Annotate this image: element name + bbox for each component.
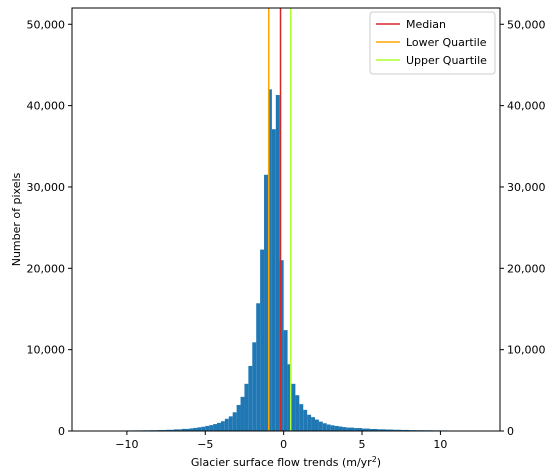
histogram-bar (220, 421, 225, 431)
histogram-bar (228, 416, 233, 431)
y-tick-label-right: 50,000 (507, 18, 546, 31)
histogram-bar (189, 428, 194, 431)
legend-entry: Upper Quartile (406, 54, 487, 67)
histogram-bar (201, 426, 206, 431)
histogram-bar (326, 424, 331, 431)
y-tick-label-left: 10,000 (27, 344, 66, 357)
y-tick-label-left: 30,000 (27, 181, 66, 194)
histogram-bar (193, 427, 198, 431)
histogram-bar (205, 425, 210, 431)
histogram-bar (244, 383, 249, 431)
histogram-bar (291, 383, 296, 431)
y-tick-label-right: 10,000 (507, 344, 546, 357)
histogram-bar (197, 427, 202, 431)
y-axis-ticks-right: 0 10,000 20,000 30,000 40,000 50,000 (500, 18, 546, 438)
histogram-bar (330, 425, 335, 431)
histogram-bar (287, 364, 292, 431)
plot-frame (71, 7, 501, 432)
y-tick-label-left: 0 (58, 425, 65, 438)
histogram-bar (369, 428, 378, 431)
histogram-bar (275, 95, 280, 432)
histogram-bar (271, 129, 276, 432)
histogram-bar (173, 429, 182, 431)
legend-entry: Lower Quartile (406, 36, 487, 49)
histogram-bar (354, 428, 363, 431)
y-tick-label-left: 20,000 (27, 262, 66, 275)
histogram-bar (346, 427, 355, 431)
histogram-bar (295, 395, 300, 431)
x-tick-label: 0 (280, 438, 287, 451)
histogram-bar (334, 425, 339, 431)
histogram-bar (307, 414, 312, 431)
histogram-bar (232, 412, 237, 431)
y-tick-label-right: 20,000 (507, 262, 546, 275)
histogram-bar (338, 426, 343, 431)
histogram-bar (224, 418, 229, 431)
quartile-lines (268, 8, 292, 431)
histogram-bar (260, 249, 265, 431)
histogram-bar (362, 428, 370, 431)
y-tick-label-right: 40,000 (507, 100, 546, 113)
histogram-bar (393, 429, 402, 431)
histogram-bar (267, 89, 272, 431)
legend-box (369, 11, 496, 75)
histogram-bar (264, 174, 268, 431)
histogram-bar (303, 409, 308, 431)
y-axis-label: Number of pixels (10, 172, 23, 266)
histogram-bar (342, 427, 347, 431)
histogram-bar (283, 330, 288, 431)
histogram-bar (248, 365, 253, 431)
histogram-bar (377, 429, 386, 431)
legend: Median Lower Quartile Upper Quartile (369, 11, 496, 75)
histogram-bar (315, 419, 319, 431)
y-tick-label-right: 0 (507, 425, 514, 438)
x-axis-ticks: −10 −5 0 5 10 (115, 431, 447, 451)
histogram-bar (217, 422, 221, 431)
histogram-bar (279, 260, 284, 431)
histogram-bar (256, 303, 261, 431)
histogram-bar (322, 423, 327, 431)
x-tick-label: 10 (433, 438, 447, 451)
x-tick-label: −10 (115, 438, 138, 451)
histogram-bar (385, 429, 394, 431)
histogram-bar (213, 424, 218, 431)
histogram-bar (209, 425, 214, 431)
histogram-bar (299, 404, 304, 431)
histogram-bar (401, 429, 410, 431)
x-axis-label: Glacier surface flow trends (m/yr2) (191, 455, 381, 469)
histogram-bar (318, 421, 323, 431)
legend-entry: Median (406, 18, 446, 31)
histogram-bar (166, 429, 174, 431)
y-axis-ticks-left: 0 10,000 20,000 30,000 40,000 50,000 (27, 18, 72, 438)
y-tick-label-left: 40,000 (27, 100, 66, 113)
y-tick-label-right: 30,000 (507, 181, 546, 194)
x-tick-label: −5 (197, 438, 213, 451)
histogram-bar (181, 428, 190, 431)
histogram-bar (240, 396, 245, 431)
histogram-bar (252, 342, 257, 431)
x-tick-label: 5 (359, 438, 366, 451)
y-tick-label-left: 50,000 (27, 18, 66, 31)
histogram-bar (311, 417, 316, 431)
histogram-bars (111, 89, 480, 432)
histogram-bar (236, 404, 241, 431)
